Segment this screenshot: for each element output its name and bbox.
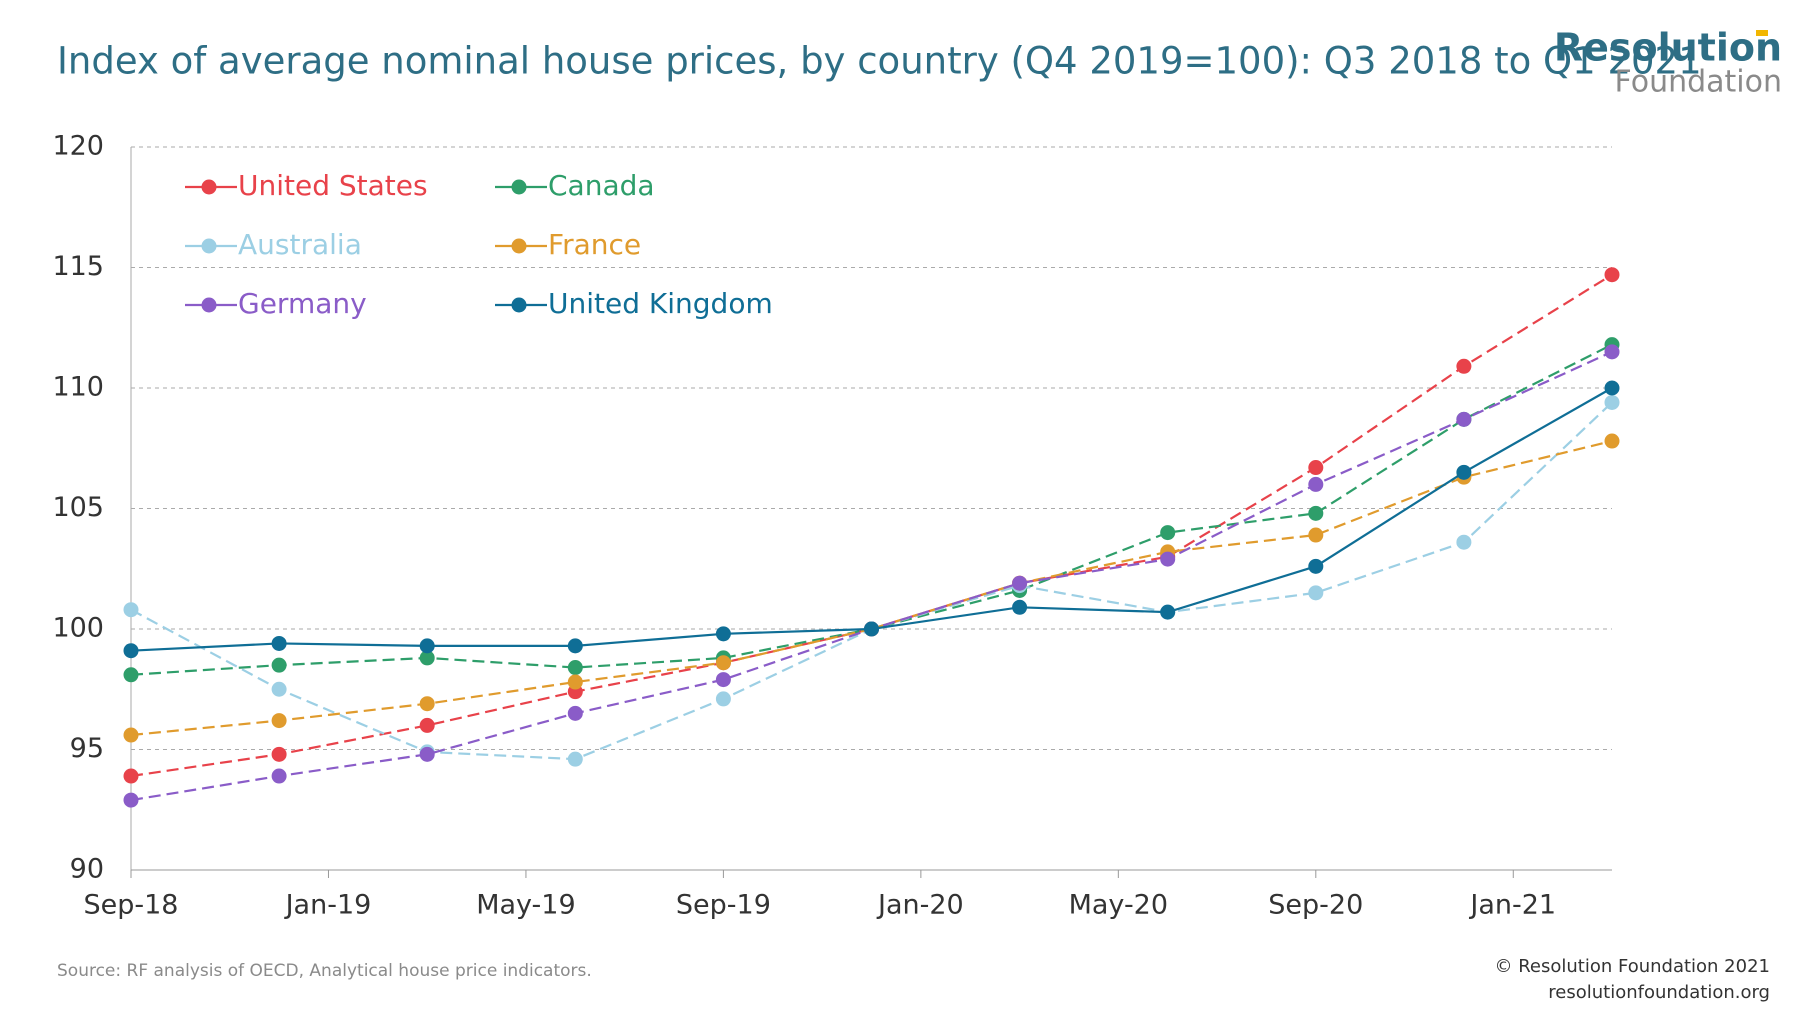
data-point [1308, 527, 1324, 543]
y-tick-label: 100 [52, 613, 104, 644]
data-point [271, 713, 287, 729]
data-point [1308, 505, 1324, 521]
data-point [419, 696, 435, 712]
series-line [130, 350, 1613, 802]
data-point [567, 674, 583, 690]
data-point [271, 657, 287, 673]
data-point [1308, 585, 1324, 601]
data-point [419, 638, 435, 654]
source-note: Source: RF analysis of OECD, Analytical … [57, 961, 592, 981]
x-tick-label: Jan-19 [284, 890, 372, 921]
data-point [1160, 604, 1176, 620]
legend-label: United States [238, 169, 428, 202]
data-point [1604, 433, 1620, 449]
legend-label: Canada [548, 169, 655, 202]
data-point [1456, 411, 1472, 427]
data-point [123, 602, 139, 618]
y-tick-label: 110 [52, 372, 104, 403]
legend-label: France [548, 228, 641, 261]
data-point [123, 727, 139, 743]
legend-label: United Kingdom [548, 287, 773, 320]
data-point [123, 768, 139, 784]
data-point [1012, 575, 1028, 591]
x-tick-label: Sep-18 [84, 890, 179, 921]
data-point [1604, 344, 1620, 360]
legend-marker [201, 297, 217, 313]
x-tick-label: Sep-20 [1268, 890, 1363, 921]
data-point [271, 635, 287, 651]
data-point [567, 638, 583, 654]
x-tick-label: Jan-21 [1468, 890, 1556, 921]
data-point [123, 643, 139, 659]
series-line [130, 273, 1613, 778]
data-point [1308, 460, 1324, 476]
series-line [130, 401, 1613, 761]
y-tick-label: 115 [52, 251, 104, 282]
x-tick-label: Sep-19 [676, 890, 771, 921]
data-point [864, 621, 879, 637]
data-point [715, 655, 731, 671]
data-point [1012, 599, 1028, 615]
data-point [1160, 551, 1176, 567]
data-point [567, 705, 583, 721]
data-point [715, 691, 731, 707]
data-point [419, 717, 435, 733]
data-point [271, 768, 287, 784]
data-point [419, 746, 435, 762]
chart-title: Index of average nominal house prices, b… [57, 40, 1702, 83]
data-point [1456, 464, 1472, 480]
data-point [123, 792, 139, 808]
legend-marker [511, 297, 527, 313]
series-line [130, 387, 1613, 652]
legend-marker [201, 179, 217, 195]
data-point [1456, 358, 1472, 374]
legend-marker [511, 179, 527, 195]
legend-marker [201, 238, 217, 254]
legend-marker [511, 238, 527, 254]
data-point [567, 660, 583, 676]
data-point [715, 672, 731, 688]
y-tick-label: 90 [70, 854, 104, 885]
y-tick-label: 105 [52, 492, 104, 523]
data-point [1604, 394, 1620, 410]
copyright: © Resolution Foundation 2021 [1494, 956, 1770, 977]
legend-label: Australia [238, 228, 362, 261]
x-tick-label: May-19 [476, 890, 575, 921]
x-tick-label: Jan-20 [876, 890, 964, 921]
x-tick-label: May-20 [1069, 890, 1168, 921]
data-point [1456, 534, 1472, 550]
logo-accent [1756, 30, 1768, 36]
data-point [1604, 267, 1620, 283]
y-tick-label: 120 [52, 131, 104, 162]
data-point [567, 751, 583, 767]
logo-line1: Resolution [1554, 26, 1782, 70]
series-line [130, 439, 1613, 737]
y-tick-label: 95 [70, 733, 104, 764]
data-point [1308, 476, 1324, 492]
legend-label: Germany [238, 287, 367, 320]
data-point [715, 626, 731, 642]
data-point [123, 667, 139, 683]
data-point [1160, 525, 1176, 541]
website: resolutionfoundation.org [1548, 982, 1770, 1003]
data-point [1604, 380, 1620, 396]
data-point [419, 650, 435, 666]
logo-line2: Foundation [1615, 65, 1782, 100]
data-point [271, 746, 287, 762]
data-point [1308, 558, 1324, 574]
data-point [271, 681, 287, 697]
